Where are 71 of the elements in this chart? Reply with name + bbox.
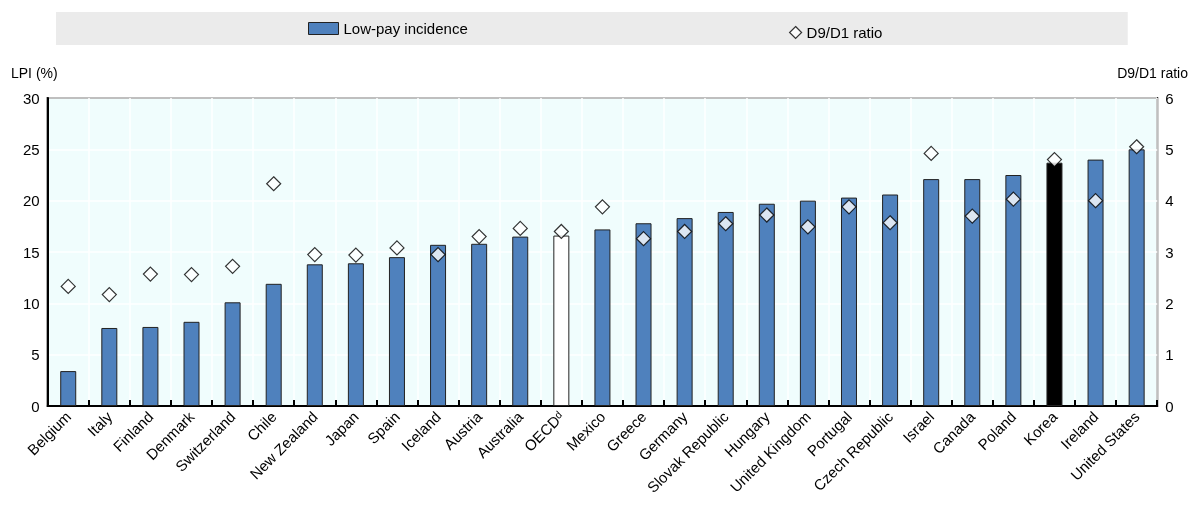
point xyxy=(964,208,980,224)
bar xyxy=(512,236,529,406)
bar xyxy=(1087,159,1104,406)
point xyxy=(553,223,569,240)
point xyxy=(1129,139,1145,155)
y2-tick-label: 0 xyxy=(1165,397,1174,415)
y-tick-label: 25 xyxy=(22,140,40,158)
point xyxy=(923,145,939,162)
y-tick-label: 20 xyxy=(22,192,40,210)
point xyxy=(882,215,898,231)
point xyxy=(677,223,693,240)
point xyxy=(60,278,76,294)
bar xyxy=(471,243,488,406)
point xyxy=(471,229,487,245)
point xyxy=(512,220,528,236)
y2-tick-label: 3 xyxy=(1165,243,1174,261)
y-tick-label: 10 xyxy=(22,294,40,312)
y-tick-label: 15 xyxy=(22,243,40,261)
point xyxy=(101,287,117,303)
bar xyxy=(964,179,981,406)
point xyxy=(348,247,364,263)
point xyxy=(430,246,446,263)
y2-tick-label: 1 xyxy=(1165,346,1174,364)
point xyxy=(225,258,241,274)
y2-tick-label: 4 xyxy=(1165,192,1174,210)
bar xyxy=(265,283,282,406)
bar xyxy=(840,197,857,406)
point xyxy=(1005,191,1021,207)
point xyxy=(142,266,159,282)
y-tick-label: 30 xyxy=(22,89,40,107)
legend-label: D9/D1 ratio xyxy=(806,24,883,41)
bar xyxy=(306,264,323,406)
point xyxy=(266,176,282,192)
y2-axis-title: D9/D1 ratio xyxy=(1117,65,1189,81)
bar xyxy=(717,211,734,406)
bar xyxy=(923,179,940,406)
bar xyxy=(635,223,652,406)
point xyxy=(1087,193,1104,209)
point xyxy=(800,219,816,235)
bar xyxy=(799,200,816,406)
bar xyxy=(101,327,118,406)
bar xyxy=(758,203,775,406)
y-tick-label: 5 xyxy=(31,346,40,364)
point xyxy=(183,266,200,283)
bar xyxy=(388,257,405,406)
bar xyxy=(1005,175,1022,406)
point xyxy=(635,231,652,247)
bar xyxy=(347,263,364,406)
legend-label: Low-pay incidence xyxy=(343,20,468,37)
bar xyxy=(1128,149,1145,406)
bar xyxy=(224,302,241,406)
point xyxy=(1046,152,1063,168)
y2-tick-label: 2 xyxy=(1165,294,1174,312)
y-tick-label: 0 xyxy=(31,397,40,415)
bar xyxy=(594,229,611,406)
point xyxy=(718,216,734,232)
y2-tick-label: 5 xyxy=(1165,140,1174,158)
x-tick-label: Italy xyxy=(83,407,116,440)
y-axis-title: LPI (%) xyxy=(10,65,58,81)
point xyxy=(594,199,611,215)
bar xyxy=(430,244,447,406)
point xyxy=(389,240,405,256)
point xyxy=(307,246,323,263)
bar xyxy=(183,321,200,406)
bar xyxy=(60,371,77,406)
point xyxy=(841,199,857,215)
point xyxy=(759,207,775,223)
bar xyxy=(882,194,899,406)
y2-tick-label: 6 xyxy=(1165,89,1174,107)
bar xyxy=(142,326,159,406)
bar xyxy=(676,218,693,406)
